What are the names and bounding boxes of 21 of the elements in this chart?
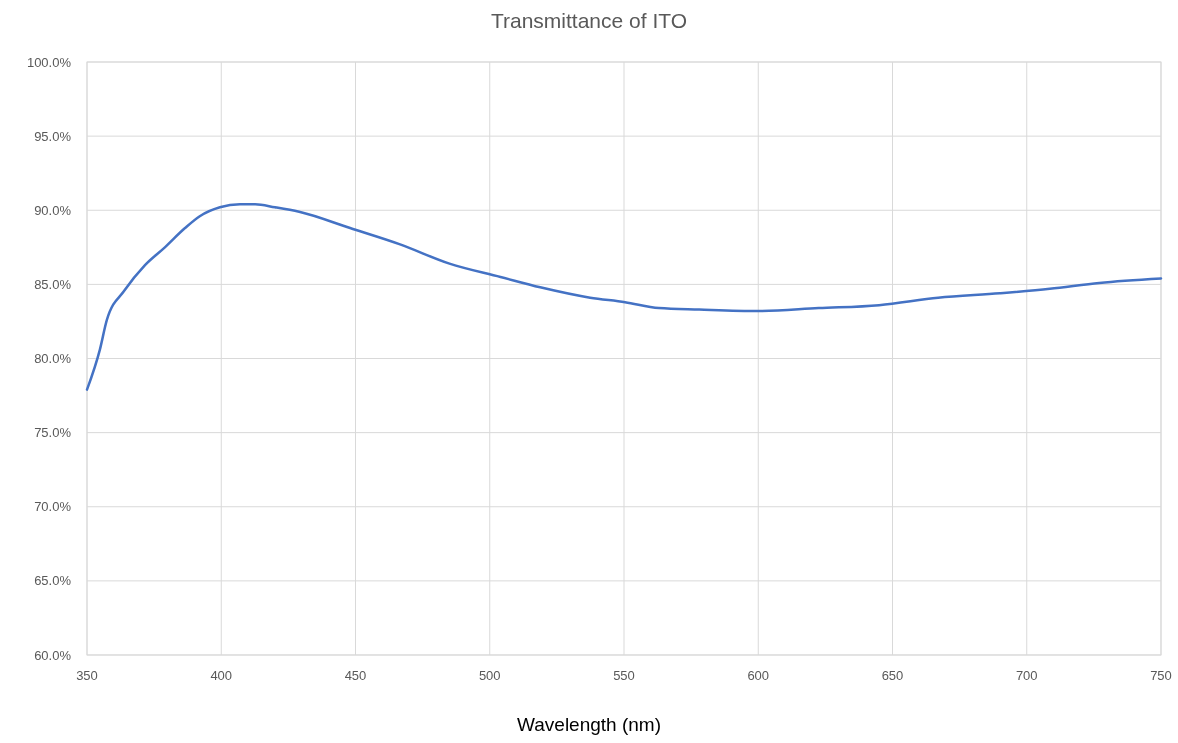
y-tick-label: 60.0% — [34, 647, 72, 663]
line-series — [85, 203, 1163, 391]
x-tick-label: 450 — [344, 668, 367, 683]
x-tick-label: 500 — [478, 668, 501, 683]
y-tick-label: 90.0% — [34, 202, 72, 218]
x-tick-label: 700 — [1015, 668, 1038, 683]
chart-title: Transmittance of ITO — [490, 9, 688, 32]
y-tick-label: 80.0% — [34, 351, 72, 367]
y-tick-label: 75.0% — [34, 425, 72, 441]
y-tick-label: 85.0% — [34, 276, 72, 292]
y-tick-label: 70.0% — [34, 499, 72, 515]
x-tick-label: 400 — [210, 668, 233, 683]
x-axis-title: Wavelength (nm) — [517, 714, 661, 735]
y-tick-label: 100.0% — [26, 54, 72, 70]
x-tick-label: 650 — [881, 668, 904, 683]
x-tick-label: 350 — [76, 668, 98, 683]
x-tick-label: 600 — [747, 668, 770, 683]
y-tick-label: 65.0% — [34, 573, 72, 589]
y-tick-label: 95.0% — [34, 128, 72, 144]
x-tick-label: 550 — [613, 668, 635, 683]
x-tick-label: 750 — [1150, 668, 1172, 683]
